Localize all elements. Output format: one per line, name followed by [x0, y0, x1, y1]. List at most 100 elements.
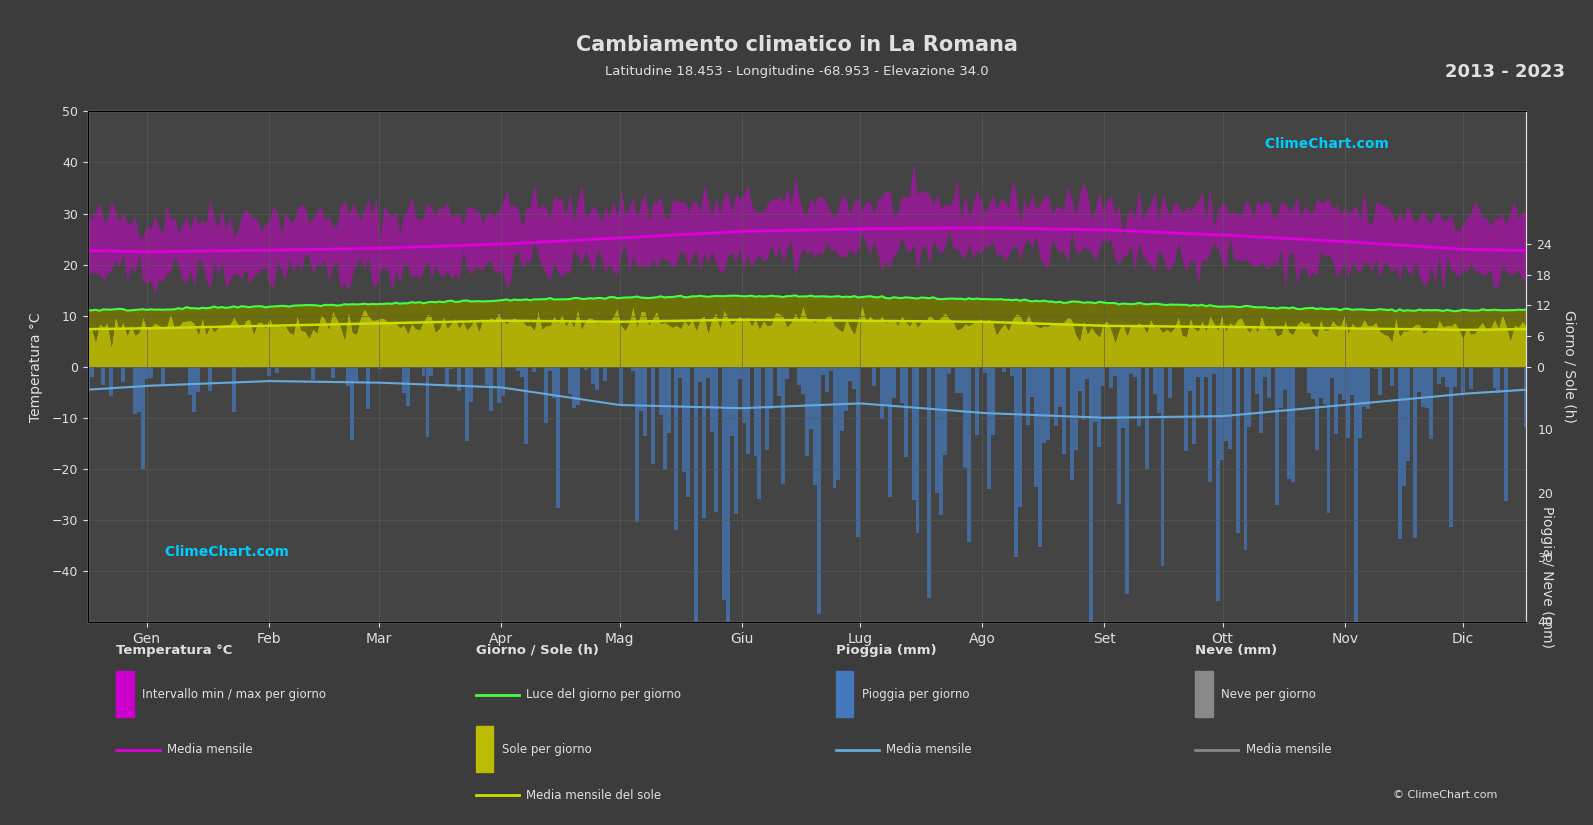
Bar [331, 366, 335, 378]
Bar [986, 366, 991, 489]
Bar [666, 366, 671, 433]
Bar [524, 366, 529, 444]
Bar [734, 366, 738, 514]
Text: Media mensile: Media mensile [1246, 743, 1332, 757]
Text: 2013 - 2023: 2013 - 2023 [1445, 63, 1566, 81]
Bar [1378, 366, 1381, 395]
Bar [703, 366, 706, 518]
Bar [1359, 366, 1362, 438]
Bar [406, 366, 409, 406]
Bar [871, 366, 876, 385]
Bar [430, 366, 433, 376]
Bar [916, 366, 919, 533]
Bar [1335, 366, 1338, 434]
Bar [663, 366, 666, 470]
Bar [196, 366, 201, 392]
Bar [591, 366, 596, 384]
FancyBboxPatch shape [1195, 672, 1212, 717]
Bar [1074, 366, 1077, 450]
Bar [1525, 366, 1528, 427]
Bar [833, 366, 836, 488]
Bar [465, 366, 468, 441]
Bar [233, 366, 236, 412]
Bar [583, 366, 588, 370]
Bar [631, 366, 636, 371]
Bar [956, 366, 959, 394]
Bar [596, 366, 599, 390]
Bar [682, 366, 687, 472]
Bar [1461, 366, 1466, 394]
Bar [1418, 366, 1421, 392]
Bar [841, 366, 844, 431]
Bar [1184, 366, 1188, 451]
Bar [951, 366, 956, 368]
Bar [636, 366, 639, 521]
Bar [1082, 366, 1085, 420]
Bar [1346, 366, 1351, 438]
Bar [852, 366, 857, 389]
Bar [1247, 366, 1252, 427]
Bar [836, 366, 841, 480]
Bar [1381, 366, 1386, 368]
Bar [1268, 366, 1271, 398]
Bar [927, 366, 932, 598]
Bar [1018, 366, 1023, 507]
Bar [804, 366, 809, 456]
Bar [449, 366, 452, 369]
Bar [940, 366, 943, 515]
Bar [1252, 366, 1255, 368]
Bar [1109, 366, 1114, 388]
Bar [652, 366, 655, 464]
Bar [1421, 366, 1426, 407]
Bar [1058, 366, 1063, 407]
Text: Giorno / Sole (h): Giorno / Sole (h) [476, 644, 599, 657]
Bar [378, 366, 382, 369]
Bar [781, 366, 785, 483]
Bar [241, 366, 244, 368]
Bar [1405, 366, 1410, 461]
Bar [943, 366, 948, 455]
Bar [110, 366, 113, 396]
Bar [422, 366, 425, 375]
Bar [825, 366, 828, 392]
Bar [746, 366, 750, 454]
Bar [1287, 366, 1290, 479]
Bar [935, 366, 940, 493]
Bar [346, 366, 350, 385]
Bar [714, 366, 718, 512]
Bar [1039, 366, 1042, 547]
Bar [695, 366, 698, 643]
Bar [892, 366, 895, 398]
Bar [1215, 366, 1220, 601]
Text: Temperatura °C: Temperatura °C [116, 644, 233, 657]
Bar [484, 366, 489, 385]
Bar [1042, 366, 1047, 442]
Bar [457, 366, 460, 391]
Text: Media mensile del sole: Media mensile del sole [526, 789, 661, 802]
Bar [983, 366, 986, 373]
Bar [1145, 366, 1149, 469]
Bar [1228, 366, 1231, 449]
Bar [1453, 366, 1458, 387]
Bar [753, 366, 757, 456]
Bar [674, 366, 679, 530]
Text: ClimeChart.com: ClimeChart.com [1260, 137, 1389, 151]
Bar [1153, 366, 1157, 394]
Bar [1101, 366, 1106, 386]
Bar [1168, 366, 1172, 398]
Text: Neve per giorno: Neve per giorno [1222, 688, 1316, 701]
Bar [820, 366, 825, 375]
Bar [548, 366, 551, 370]
Bar [1255, 366, 1260, 394]
Text: Media mensile: Media mensile [886, 743, 972, 757]
Bar [1015, 366, 1018, 558]
Bar [1098, 366, 1101, 446]
Text: © ClimeChart.com: © ClimeChart.com [1392, 790, 1497, 800]
Bar [1496, 366, 1501, 394]
Bar [521, 366, 524, 377]
Bar [1367, 366, 1370, 409]
Bar [1063, 366, 1066, 454]
Bar [769, 366, 773, 409]
Bar [86, 366, 89, 390]
Bar [551, 366, 556, 398]
